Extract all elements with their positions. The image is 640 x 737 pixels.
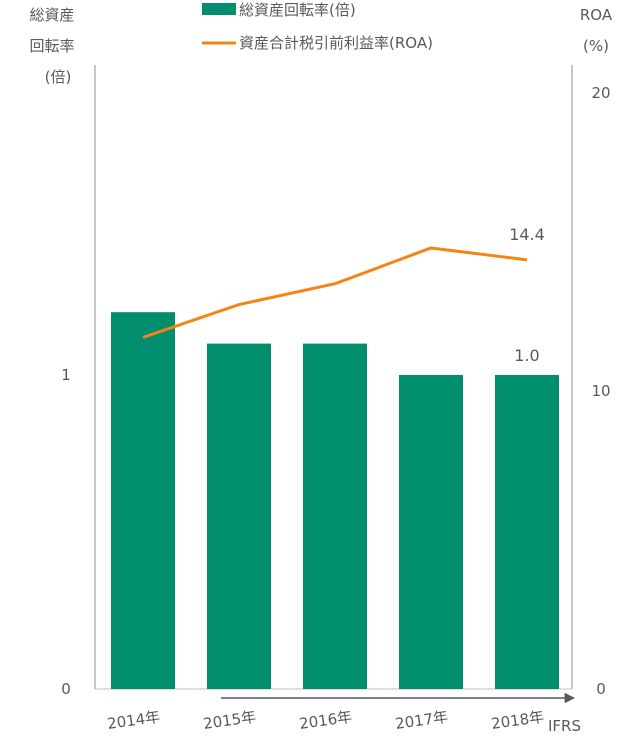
x-tick-label: 2014年: [106, 708, 161, 733]
bar-2015年: [207, 343, 271, 689]
x-tick-label: 2015年: [202, 708, 257, 733]
roa-data-label: 14.4: [509, 225, 545, 244]
right-tick-label: 0: [596, 680, 606, 698]
bar-2018年: [495, 375, 559, 689]
legend-bar-swatch: [202, 3, 236, 15]
bar-2017年: [399, 375, 463, 689]
ifrs-note: IFRS: [548, 717, 581, 735]
left-tick-label: 0: [61, 680, 71, 698]
left-axis-title-line1: 総資産: [29, 6, 74, 24]
roa-line: [142, 246, 528, 339]
x-tick-label: 2017年: [394, 708, 449, 733]
bar-2016年: [303, 343, 367, 689]
right-tick-label: 10: [591, 382, 610, 400]
right-tick-label: 20: [591, 84, 610, 102]
legend-bar-label: 総資産回転率(倍): [239, 1, 356, 19]
left-tick-label: 1: [61, 366, 71, 384]
bar-data-label: 1.0: [514, 346, 539, 365]
x-tick-label: 2018年: [490, 708, 545, 733]
right-axis-title-line1: ROA: [580, 6, 613, 24]
x-tick-label: 2016年: [298, 708, 353, 733]
right-axis-title-line2: (%): [583, 37, 609, 55]
left-axis-title-line2: 回転率: [29, 37, 74, 55]
legend-line-label: 資産合計税引前利益率(ROA): [239, 34, 433, 52]
bar-2014年: [111, 312, 175, 689]
left-axis-title-line3: (倍): [45, 68, 72, 86]
